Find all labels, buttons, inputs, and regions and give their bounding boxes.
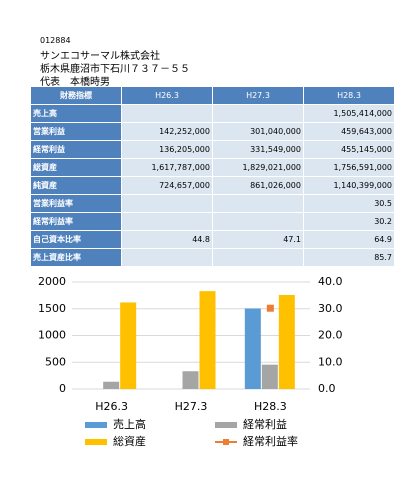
row-label: 自己資本比率: [30, 230, 122, 249]
table-cell: 64.9: [303, 230, 395, 249]
legend-label: 総資産: [113, 434, 146, 448]
table-row: 営業利益 142,252,000 301,040,000 459,643,000: [30, 122, 395, 141]
line-marker: [266, 304, 274, 312]
company-code: 012884: [40, 36, 71, 45]
y-tick-label: 1500: [38, 302, 66, 315]
x-tick-label: H26.3: [95, 400, 128, 413]
table-cell: [212, 248, 304, 267]
table-row: 自己資本比率 44.8 47.1 64.9: [30, 230, 395, 249]
y2-tick-label: 30.0: [318, 302, 343, 315]
table-cell: 142,252,000: [121, 122, 213, 141]
bar: [278, 295, 295, 389]
legend-swatch: [85, 439, 107, 445]
table-cell: [212, 212, 304, 231]
table-cell: 459,643,000: [303, 122, 395, 141]
y-tick-label: 2000: [38, 275, 66, 288]
y-tick-label: 500: [45, 355, 66, 368]
table-cell: [212, 104, 304, 123]
table-cell: 1,505,414,000: [303, 104, 395, 123]
company-name: サンエコサーマル株式会社: [40, 51, 160, 62]
table-cell: 861,026,000: [212, 176, 304, 195]
table-cell: 30.2: [303, 212, 395, 231]
table-row: 売上資産比率 85.7: [30, 248, 395, 267]
table-row: 経常利益率 30.2: [30, 212, 395, 231]
row-label: 営業利益率: [30, 194, 122, 213]
row-label: 経常利益率: [30, 212, 122, 231]
bar: [199, 291, 216, 389]
table-cell: [121, 212, 213, 231]
bar: [261, 364, 278, 389]
table-cell: 455,145,000: [303, 140, 395, 159]
table-cell: [121, 194, 213, 213]
legend-label: 売上高: [113, 417, 146, 431]
table-cell: 331,549,000: [212, 140, 304, 159]
table-cell: H28.3: [303, 86, 395, 105]
x-tick-label: H27.3: [175, 400, 208, 413]
table-cell: 44.8: [121, 230, 213, 249]
table-row: 総資産 1,617,787,000 1,829,021,000 1,756,591,0…: [30, 158, 395, 177]
y2-tick-label: 0.0: [318, 382, 336, 395]
table-cell: 724,657,000: [121, 176, 213, 195]
table-cell: H26.3: [121, 86, 213, 105]
y2-tick-label: 10.0: [318, 355, 343, 368]
legend-swatch: [85, 422, 107, 428]
legend-label: 経常利益率: [243, 434, 298, 448]
table-cell: 30.5: [303, 194, 395, 213]
finance-table: 財務指標 H26.3 H27.3 H28.3 売上高 1,505,414,000 営業利益 1…: [30, 86, 395, 267]
legend-marker: [223, 439, 229, 445]
y2-tick-label: 20.0: [318, 329, 343, 342]
row-label: 経常利益: [30, 140, 122, 159]
y-tick-label: 1000: [38, 329, 66, 342]
table-cell: H27.3: [212, 86, 304, 105]
table-cell: 301,040,000: [212, 122, 304, 141]
table-cell: [212, 194, 304, 213]
table-row: 純資産 724,657,000 861,026,000 1,140,399,000: [30, 176, 395, 195]
row-label: 総資産: [30, 158, 122, 177]
table-row: 営業利益率 30.5: [30, 194, 395, 213]
table-cell: 1,829,021,000: [212, 158, 304, 177]
table-cell: 1,140,399,000: [303, 176, 395, 195]
row-label: 売上資産比率: [30, 248, 122, 267]
table-cell: [121, 248, 213, 267]
table-cell: 1,617,787,000: [121, 158, 213, 177]
bar: [120, 302, 137, 389]
bar: [244, 308, 261, 389]
representative: 代表 本橋時男: [40, 77, 110, 88]
y-tick-label: 0: [59, 382, 66, 395]
legend-swatch: [215, 422, 237, 428]
bar: [182, 371, 199, 389]
table-cell: [121, 104, 213, 123]
row-label: 財務指標: [30, 86, 122, 105]
legend-label: 経常利益: [243, 417, 287, 431]
row-label: 営業利益: [30, 122, 122, 141]
bar: [103, 381, 120, 389]
table-row: 経常利益 136,205,000 331,549,000 455,145,000: [30, 140, 395, 159]
table-cell: 85.7: [303, 248, 395, 267]
address: 栃木県鹿沼市下石川７３７－５５: [40, 64, 190, 75]
table-row: 財務指標 H26.3 H27.3 H28.3: [30, 86, 395, 105]
table-cell: 47.1: [212, 230, 304, 249]
table-row: 売上高 1,505,414,000: [30, 104, 395, 123]
y2-tick-label: 40.0: [318, 275, 343, 288]
x-tick-label: H28.3: [254, 400, 287, 413]
row-label: 売上高: [30, 104, 122, 123]
table-cell: 1,756,591,000: [303, 158, 395, 177]
table-cell: 136,205,000: [121, 140, 213, 159]
chart: 0 500 1000 1500 2000 0.0 10.0 20.0 30.0 40.0 H26.3…: [38, 275, 343, 448]
row-label: 純資産: [30, 176, 122, 195]
